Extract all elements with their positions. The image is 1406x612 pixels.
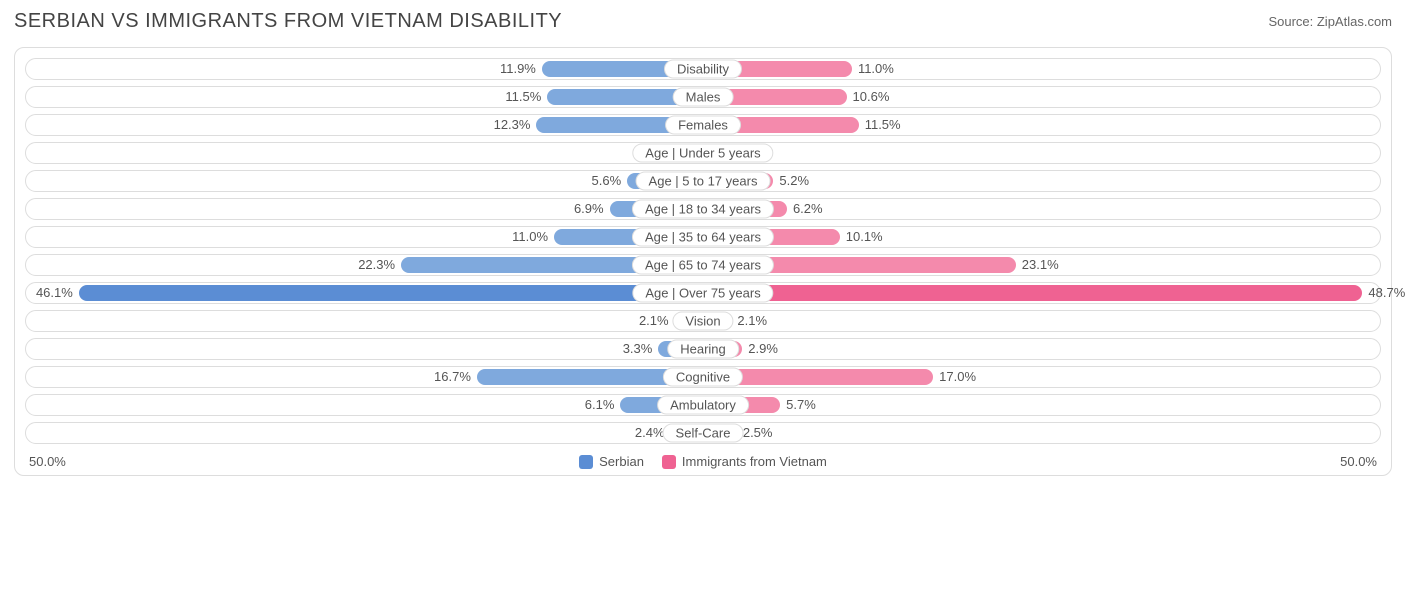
- category-label: Age | 5 to 17 years: [636, 172, 771, 191]
- chart-row-track: 11.0% 10.1% Age | 35 to 64 years: [25, 226, 1381, 248]
- legend-label-right: Immigrants from Vietnam: [682, 454, 827, 469]
- value-right: 48.7%: [1368, 283, 1405, 303]
- source-label: Source: ZipAtlas.com: [1268, 14, 1392, 29]
- category-label: Females: [665, 116, 741, 135]
- bar-left: [79, 285, 703, 301]
- legend-label-left: Serbian: [599, 454, 644, 469]
- chart-row: 2.1% 2.1%Vision: [15, 310, 1391, 332]
- bar-right: [703, 285, 1362, 301]
- value-right: 11.0%: [858, 59, 894, 79]
- chart-row: 6.9% 6.2% Age | 18 to 34 years: [15, 198, 1391, 220]
- chart-row: 5.6% 5.2% Age | 5 to 17 years: [15, 170, 1391, 192]
- value-right: 23.1%: [1022, 255, 1059, 275]
- value-left: 6.9%: [574, 199, 604, 219]
- legend-item-left: Serbian: [579, 454, 644, 469]
- chart-row-track: 22.3% 23.1% Age | 65 to 74 years: [25, 254, 1381, 276]
- value-left: 46.1%: [36, 283, 73, 303]
- category-label: Age | Over 75 years: [632, 284, 773, 303]
- chart-row-track: 12.3% 11.5% Females: [25, 114, 1381, 136]
- category-label: Hearing: [667, 340, 739, 359]
- chart-row-track: 2.1% 2.1%Vision: [25, 310, 1381, 332]
- axis-right-label: 50.0%: [1340, 454, 1377, 469]
- chart-row: 6.1% 5.7% Ambulatory: [15, 394, 1391, 416]
- chart-row: 11.5% 10.6% Males: [15, 86, 1391, 108]
- value-left: 11.0%: [512, 227, 548, 247]
- value-right: 2.1%: [737, 311, 767, 331]
- value-left: 2.4%: [635, 423, 665, 443]
- category-label: Age | 18 to 34 years: [632, 200, 774, 219]
- category-label: Ambulatory: [657, 396, 749, 415]
- chart-row-track: 16.7% 17.0% Cognitive: [25, 366, 1381, 388]
- category-label: Age | 65 to 74 years: [632, 256, 774, 275]
- legend-swatch-right: [662, 455, 676, 469]
- axis-left-label: 50.0%: [29, 454, 66, 469]
- value-right: 5.2%: [779, 171, 809, 191]
- chart-row-track: 11.5% 10.6% Males: [25, 86, 1381, 108]
- header: SERBIAN VS IMMIGRANTS FROM VIETNAM DISAB…: [14, 10, 1392, 33]
- value-right: 6.2%: [793, 199, 823, 219]
- value-left: 22.3%: [358, 255, 395, 275]
- category-label: Vision: [672, 312, 733, 331]
- chart-row: 3.3% 2.9% Hearing: [15, 338, 1391, 360]
- chart-row: 2.4% 2.5%Self-Care: [15, 422, 1391, 444]
- value-right: 10.6%: [853, 87, 890, 107]
- chart-row-track: 5.6% 5.2% Age | 5 to 17 years: [25, 170, 1381, 192]
- category-label: Disability: [664, 60, 742, 79]
- value-left: 2.1%: [639, 311, 669, 331]
- chart-row-track: 11.9% 11.0% Disability: [25, 58, 1381, 80]
- chart-row: 1.3%1.1%Age | Under 5 years: [15, 142, 1391, 164]
- value-right: 5.7%: [786, 395, 816, 415]
- chart-row-track: 1.3%1.1%Age | Under 5 years: [25, 142, 1381, 164]
- category-label: Age | 35 to 64 years: [632, 228, 774, 247]
- chart-row-track: 6.1% 5.7% Ambulatory: [25, 394, 1381, 416]
- chart-row: 46.1%48.7%Age | Over 75 years: [15, 282, 1391, 304]
- chart-title: SERBIAN VS IMMIGRANTS FROM VIETNAM DISAB…: [14, 10, 562, 33]
- legend: Serbian Immigrants from Vietnam: [66, 454, 1340, 469]
- chart-row-track: 6.9% 6.2% Age | 18 to 34 years: [25, 198, 1381, 220]
- category-label: Males: [673, 88, 734, 107]
- value-left: 12.3%: [494, 115, 531, 135]
- value-left: 11.5%: [505, 87, 541, 107]
- chart-row: 11.9% 11.0% Disability: [15, 58, 1391, 80]
- chart-row-track: 3.3% 2.9% Hearing: [25, 338, 1381, 360]
- legend-item-right: Immigrants from Vietnam: [662, 454, 827, 469]
- value-left: 5.6%: [592, 171, 622, 191]
- value-right: 17.0%: [939, 367, 976, 387]
- chart-footer: 50.0% Serbian Immigrants from Vietnam 50…: [15, 450, 1391, 469]
- category-label: Age | Under 5 years: [632, 144, 773, 163]
- chart-row: 22.3% 23.1% Age | 65 to 74 years: [15, 254, 1391, 276]
- value-left: 16.7%: [434, 367, 471, 387]
- diverging-bar-chart: 11.9% 11.0% Disability 11.5% 10.6% Males 12.3%…: [14, 47, 1392, 476]
- value-left: 6.1%: [585, 395, 615, 415]
- value-right: 10.1%: [846, 227, 883, 247]
- rows-container: 11.9% 11.0% Disability 11.5% 10.6% Males 12.3%…: [15, 58, 1391, 444]
- chart-row: 16.7% 17.0% Cognitive: [15, 366, 1391, 388]
- legend-swatch-left: [579, 455, 593, 469]
- chart-row-track: 46.1%48.7%Age | Over 75 years: [25, 282, 1381, 304]
- category-label: Cognitive: [663, 368, 743, 387]
- value-right: 2.9%: [748, 339, 778, 359]
- value-left: 3.3%: [623, 339, 653, 359]
- value-left: 11.9%: [500, 59, 536, 79]
- chart-row: 11.0% 10.1% Age | 35 to 64 years: [15, 226, 1391, 248]
- chart-row: 12.3% 11.5% Females: [15, 114, 1391, 136]
- category-label: Self-Care: [663, 424, 744, 443]
- value-right: 11.5%: [865, 115, 901, 135]
- chart-row-track: 2.4% 2.5%Self-Care: [25, 422, 1381, 444]
- value-right: 2.5%: [743, 423, 773, 443]
